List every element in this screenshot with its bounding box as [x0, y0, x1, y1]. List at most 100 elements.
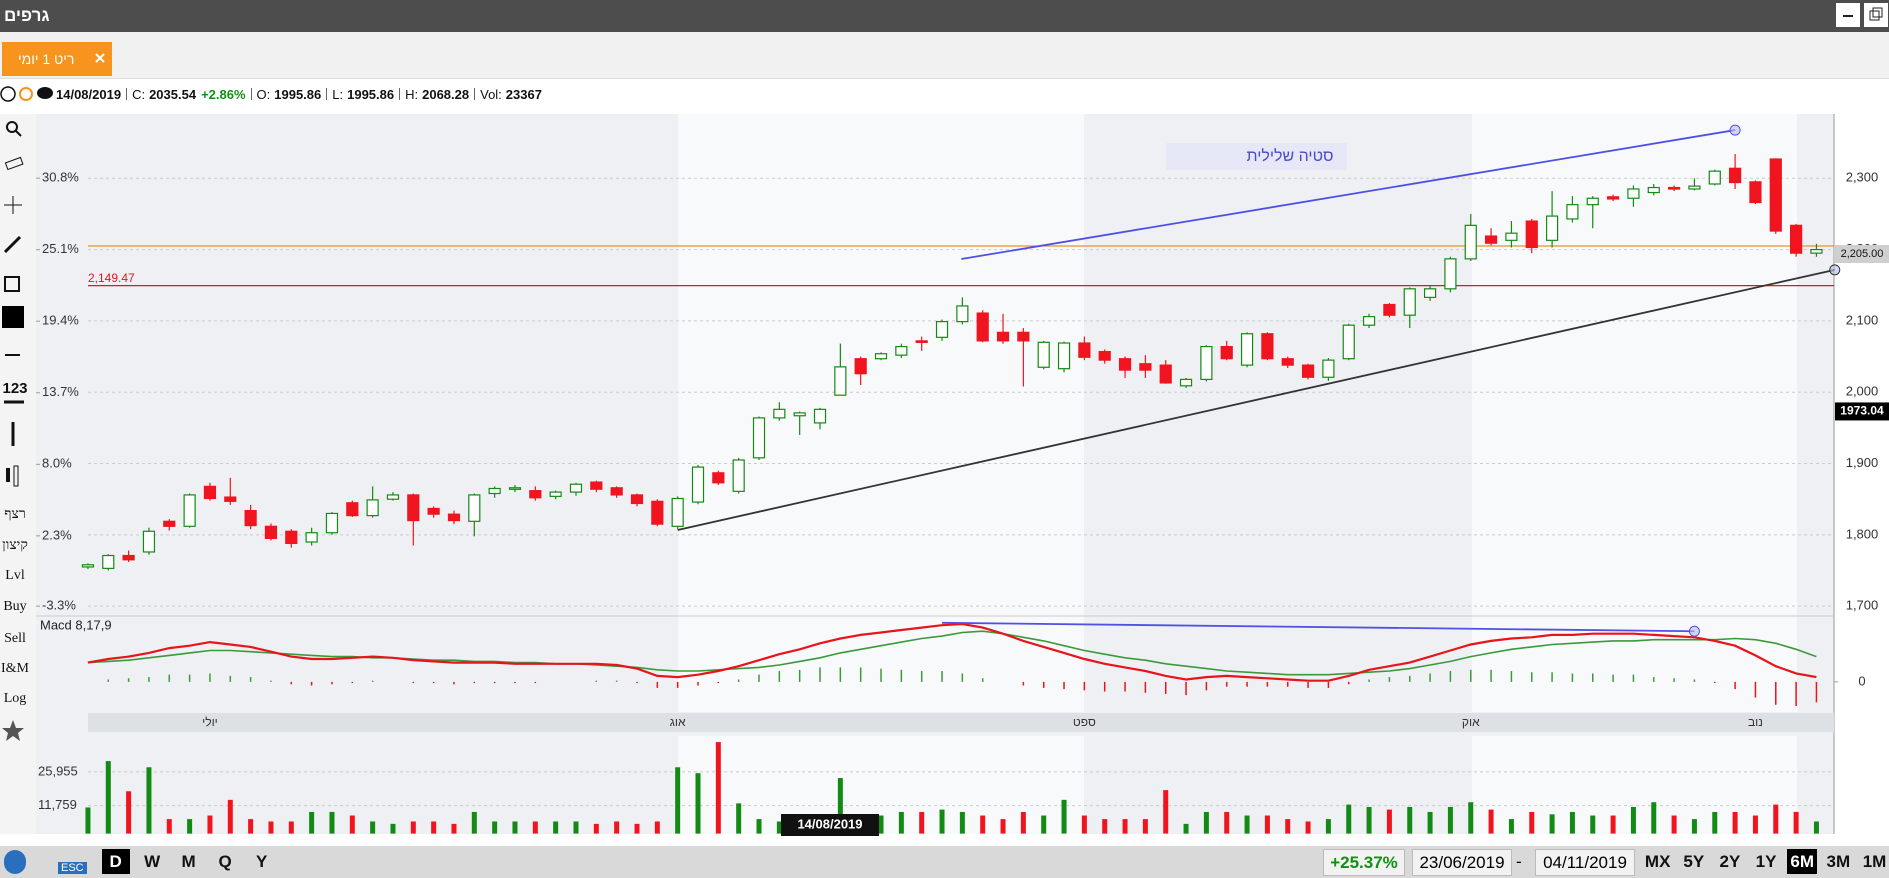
- toolbar-item[interactable]: Sell: [4, 630, 26, 646]
- esc-label[interactable]: ESC: [58, 862, 87, 874]
- info-label: C:: [132, 86, 146, 102]
- candle-body: [244, 510, 257, 527]
- range-button[interactable]: 2Y: [1719, 852, 1741, 871]
- period-button[interactable]: M: [181, 852, 196, 871]
- volume-bar: [1630, 806, 1636, 834]
- alert-icon[interactable]: [19, 87, 33, 101]
- volume-bar: [553, 821, 559, 834]
- restore-glyph: [1869, 10, 1880, 21]
- candle-body: [1301, 364, 1315, 378]
- volume-bar: [288, 821, 294, 834]
- color-icon[interactable]: [2, 306, 24, 328]
- volume-bar: [105, 761, 111, 834]
- volume-bar: [187, 819, 193, 834]
- range-button[interactable]: 5Y: [1683, 852, 1705, 871]
- volume-bar: [919, 811, 925, 834]
- annotation-box: [1166, 143, 1347, 170]
- volume-bar: [1691, 819, 1697, 834]
- candle-body: [590, 481, 603, 490]
- volume-bar: [1549, 814, 1555, 834]
- number-tool[interactable]: 123: [2, 380, 28, 397]
- accessibility-icon[interactable]: [4, 850, 26, 874]
- candle-body: [529, 490, 542, 499]
- candle-body: [1159, 364, 1172, 384]
- period-button[interactable]: Q: [218, 852, 232, 871]
- period-button[interactable]: W: [144, 852, 161, 871]
- volume-bar: [248, 819, 254, 834]
- candle-body: [1708, 170, 1721, 185]
- candle-body: [508, 487, 522, 490]
- volume-bar: [1224, 811, 1230, 834]
- x-tick-label: אוג: [670, 715, 686, 729]
- comment-icon[interactable]: [37, 87, 53, 99]
- candle-body: [447, 513, 461, 522]
- candle-body: [569, 483, 583, 493]
- period-button[interactable]: D: [101, 849, 130, 874]
- info-label: L:: [332, 86, 344, 102]
- volume-bar: [573, 821, 579, 834]
- volume-bar: [980, 815, 986, 834]
- candle-body: [976, 312, 989, 342]
- info-value: 1995.86: [347, 86, 395, 102]
- info-label: O:: [256, 86, 271, 102]
- volume-bar: [715, 742, 721, 834]
- candle-icon[interactable]: [6, 468, 10, 482]
- tab-close[interactable]: [95, 53, 105, 63]
- candle-body: [935, 321, 949, 338]
- candle-body: [793, 412, 806, 417]
- candle-body: [1017, 331, 1030, 342]
- candle-body: [1261, 333, 1274, 360]
- volume-bar: [634, 823, 640, 834]
- volume-bar: [1651, 802, 1657, 834]
- range-button[interactable]: 6M: [1787, 849, 1818, 874]
- toolbar-item[interactable]: Log: [3, 690, 27, 706]
- y2-tick-label: 19.4%: [42, 313, 79, 328]
- range-button[interactable]: MX: [1644, 852, 1671, 871]
- toolbar-item[interactable]: רצף: [4, 506, 26, 522]
- volume-bar: [1447, 806, 1453, 834]
- period-button[interactable]: Y: [255, 852, 268, 871]
- trendline-handle: [1729, 124, 1741, 136]
- toolbar-item[interactable]: Buy: [3, 599, 27, 615]
- right-axis-area: [1834, 114, 1889, 834]
- tab-bar: ריט 1 יומי: [0, 32, 1889, 79]
- candle-body: [1769, 158, 1782, 232]
- volume-bar: [593, 823, 599, 834]
- restore-button[interactable]: [1864, 3, 1888, 27]
- volume-bar: [1569, 811, 1575, 834]
- date-from[interactable]: 23/06/2019: [1412, 849, 1512, 876]
- range-button[interactable]: 3M: [1826, 852, 1851, 871]
- volume-bar: [1793, 811, 1799, 834]
- volume-bar: [1203, 811, 1209, 834]
- candle-body: [224, 496, 237, 502]
- candle-body: [895, 345, 908, 356]
- favorite-icon[interactable]: [2, 720, 24, 741]
- volume-bar: [329, 811, 335, 834]
- candle-body: [1484, 235, 1498, 244]
- date-to[interactable]: 04/11/2019: [1535, 849, 1635, 876]
- info-value: 2068.28: [422, 86, 470, 102]
- range-button[interactable]: 1M: [1862, 852, 1887, 871]
- range-button[interactable]: 1Y: [1755, 852, 1777, 871]
- search-icon[interactable]: [6, 121, 18, 133]
- edit-icon[interactable]: [4, 276, 20, 292]
- volume-bar: [1773, 804, 1779, 834]
- candle-body: [1403, 288, 1416, 316]
- date-separator: -: [1516, 852, 1522, 871]
- info-change: +2.86%: [201, 86, 246, 102]
- toolbar-item[interactable]: I&M: [1, 660, 29, 676]
- registered-icon[interactable]: [0, 86, 16, 102]
- candle-icon: [13, 465, 19, 487]
- candle-body: [1505, 232, 1518, 241]
- pen-icon[interactable]: [3, 235, 22, 254]
- candle-body: [81, 564, 95, 568]
- candle-body: [1606, 196, 1620, 200]
- macd-tick-label: 0: [1858, 673, 1865, 688]
- eraser-icon[interactable]: [4, 156, 24, 171]
- volume-bar: [512, 821, 518, 834]
- toolbar-item[interactable]: קיצון: [2, 537, 28, 553]
- tab[interactable]: ריט 1 יומי: [2, 42, 112, 76]
- toolbar-item[interactable]: Lvl: [5, 568, 25, 584]
- volume-bar: [837, 778, 843, 834]
